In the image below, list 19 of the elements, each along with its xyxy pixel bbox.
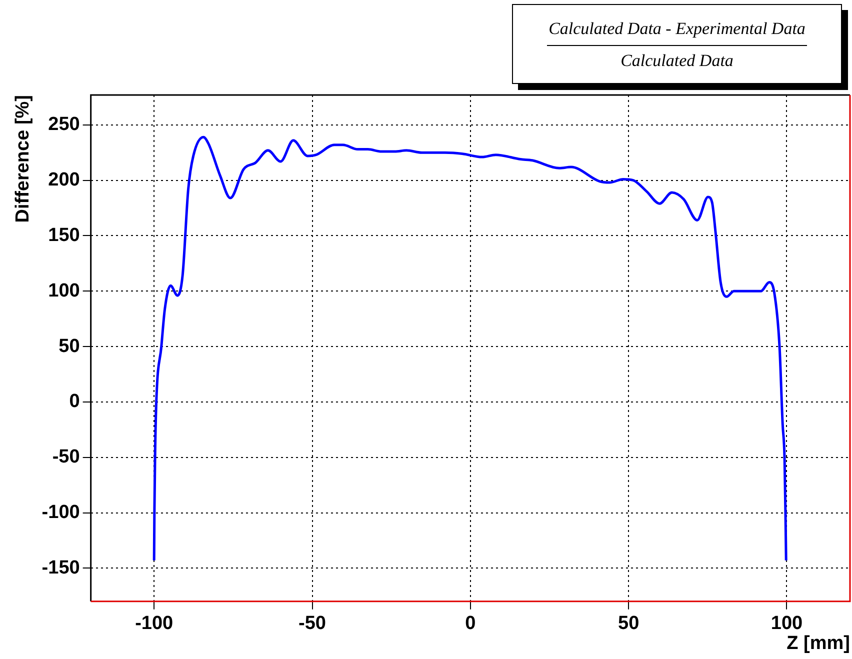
y-tick-label: 0: [69, 391, 80, 412]
y-tick-label: -50: [52, 446, 80, 468]
y-axis-title: Difference [%]: [12, 95, 34, 223]
y-tick-label: 50: [58, 336, 80, 357]
chart-title: Calculated Data - Experimental Data: [546, 19, 808, 46]
y-tick-label: 100: [48, 280, 80, 302]
x-axis-title: Z [mm]: [786, 632, 850, 654]
x-tick-label: 0: [465, 613, 476, 634]
x-tick-label: 100: [770, 613, 803, 634]
x-tick-label: 50: [618, 613, 640, 634]
y-tick-label: 150: [48, 224, 80, 246]
y-tick-label: -100: [42, 502, 80, 523]
line-series: [152, 136, 788, 562]
y-tick-label: 250: [48, 114, 80, 136]
chart-subtitle: Calculated Data: [620, 51, 734, 71]
y-tick-label: 200: [48, 170, 80, 191]
x-tick-label: -100: [135, 613, 174, 634]
y-tick-label: -150: [42, 557, 80, 578]
x-tick-label: -50: [298, 613, 326, 634]
